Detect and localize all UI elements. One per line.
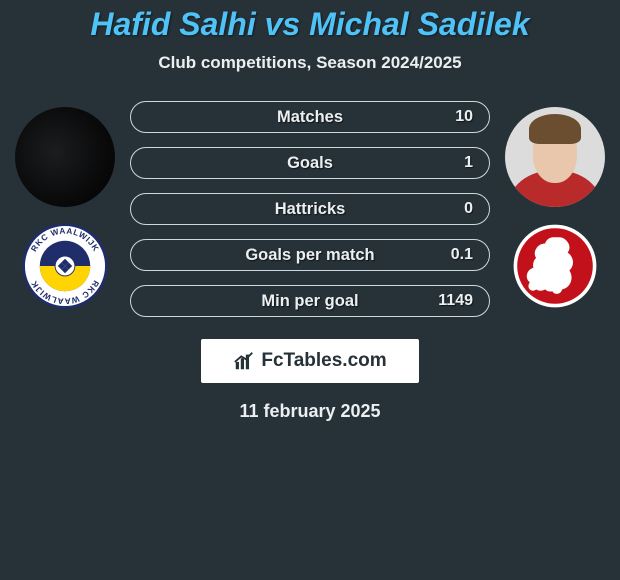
stat-label: Min per goal	[261, 292, 358, 311]
fc-twente-badge-icon: 1965	[510, 221, 600, 311]
stat-label: Goals per match	[245, 246, 374, 265]
comparison-card: Hafid Salhi vs Michal Sadilek Club compe…	[0, 0, 620, 580]
stat-value-right: 0.1	[451, 246, 473, 264]
stat-row-goals: Goals 1	[130, 147, 490, 179]
page-title: Hafid Salhi vs Michal Sadilek	[0, 0, 620, 43]
stat-row-hattricks: Hattricks 0	[130, 193, 490, 225]
stat-row-min-per-goal: Min per goal 1149	[130, 285, 490, 317]
stat-row-goals-per-match: Goals per match 0.1	[130, 239, 490, 271]
stat-value-right: 10	[455, 108, 473, 126]
left-club-badge: RKC WAALWIJK RKC WAALWIJK	[20, 221, 110, 311]
fc-twente-year: 1965	[545, 274, 565, 284]
stat-label: Matches	[277, 108, 343, 127]
stat-value-right: 1149	[438, 292, 473, 310]
right-player-photo	[505, 107, 605, 207]
footer-brand-text: FcTables.com	[261, 350, 386, 372]
rkc-waalwijk-badge-icon: RKC WAALWIJK RKC WAALWIJK	[20, 221, 110, 311]
date-line: 11 february 2025	[0, 401, 620, 422]
bar-chart-icon	[233, 350, 255, 372]
stat-row-matches: Matches 10	[130, 101, 490, 133]
left-player-photo	[15, 107, 115, 207]
left-player-column: RKC WAALWIJK RKC WAALWIJK	[10, 107, 120, 311]
stat-label: Goals	[287, 154, 333, 173]
main-row: RKC WAALWIJK RKC WAALWIJK Match	[0, 107, 620, 317]
stat-label: Hattricks	[275, 200, 346, 219]
footer-brand-badge: FcTables.com	[201, 339, 419, 383]
subtitle: Club competitions, Season 2024/2025	[0, 53, 620, 73]
player-hair-shape	[529, 114, 581, 144]
right-player-column: 1965	[500, 107, 610, 311]
stats-column: Matches 10 Goals 1 Hattricks 0 Goals per…	[130, 101, 490, 317]
stat-value-right: 0	[464, 200, 473, 218]
right-club-badge: 1965	[510, 221, 600, 311]
stat-value-right: 1	[464, 154, 473, 172]
